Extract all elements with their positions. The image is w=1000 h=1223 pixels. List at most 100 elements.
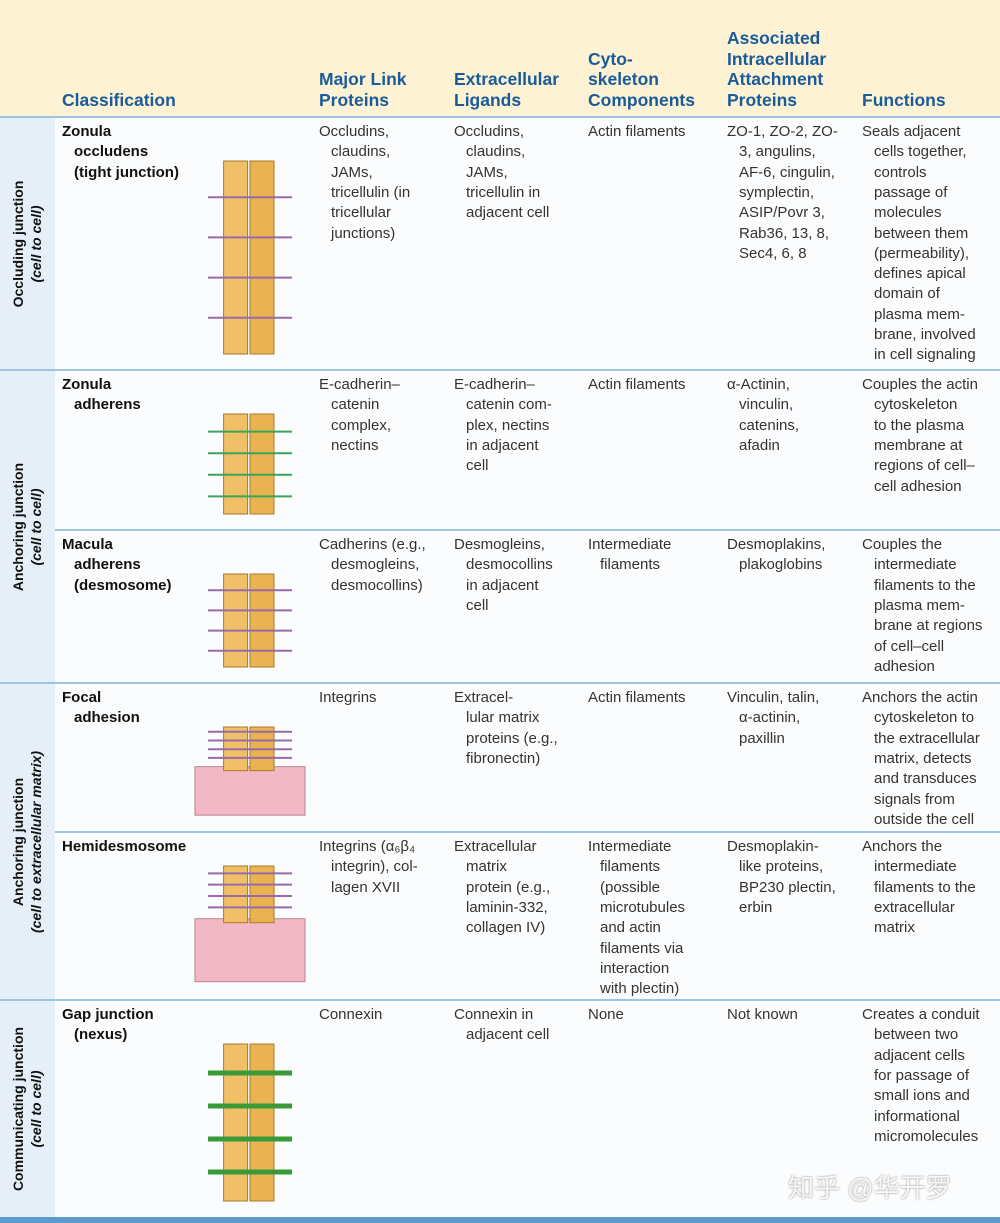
illustration [194, 726, 306, 816]
cell-line: fibronectin) [466, 749, 541, 767]
cell-line: Vinculin, talin, [727, 689, 820, 706]
illustration [208, 1043, 292, 1202]
cell-line: catenin com- [466, 396, 552, 414]
cell-line: junctions) [331, 224, 396, 242]
cell-line: collagen IV) [466, 919, 546, 937]
header-line: Attachment [727, 69, 824, 89]
body-bg [55, 117, 1000, 1217]
cell-line: AF-6, cingulin, [739, 163, 835, 181]
cell-line: informational [874, 1107, 960, 1125]
cell-line: plex, nectins [466, 416, 550, 434]
group-label: Occluding junction (cell to cell) [9, 180, 45, 307]
cell-line: Desmoplakin- [727, 838, 819, 855]
cell-line: Intermediate [588, 838, 672, 855]
cell-line: plakoglobins [739, 556, 823, 574]
cell-line: filaments via [600, 939, 684, 957]
header-line: Classification [62, 89, 176, 110]
cell-line: desmocollins) [331, 576, 423, 594]
cell-line: Rab36, 13, 8, [739, 224, 830, 242]
group-name: Communicating junction [10, 1026, 26, 1191]
cell-line: molecules [874, 204, 942, 222]
cell-line: filaments [600, 556, 661, 574]
cell-line: tricellulin in [466, 183, 541, 201]
cell-line: membrane at [874, 436, 963, 454]
cell-line: like proteins, [739, 858, 824, 876]
illustration [208, 413, 292, 515]
cell-line: cytoskeleton [874, 396, 958, 414]
header-line: Intracellular [727, 48, 827, 69]
cell-line: lagen XVII [331, 878, 401, 896]
cell-line: 3, angulins, [739, 143, 816, 161]
cell-line: BP230 plectin, [739, 878, 836, 896]
header-line: Proteins [727, 89, 798, 110]
cell-line: integrin), col- [331, 858, 418, 876]
illustration [208, 160, 292, 355]
cell-line: Occludins, [454, 123, 525, 140]
cell-line: α-actinin, [739, 709, 801, 727]
cell-line: afadin [739, 436, 780, 454]
cell-line: domain of [874, 285, 940, 303]
classification-line: occludens [74, 143, 149, 161]
cell-line: adjacent cell [466, 204, 550, 222]
cell-line: lular matrix [466, 709, 540, 727]
cell-line: cell adhesion [874, 477, 962, 495]
cell-line: complex, [331, 416, 392, 434]
classification-line: adhesion [74, 709, 140, 727]
row-rule [0, 682, 1000, 684]
cell-line: Integrins [319, 689, 377, 706]
group-label: Anchoring junction (cell to cell) [9, 462, 45, 590]
cell-line: micromolecules [874, 1127, 979, 1145]
cell-line: cell [466, 457, 489, 475]
column-header: Extracellular Ligands [454, 69, 559, 110]
cell-line: interaction [600, 959, 670, 977]
cell-line: Extracel- [454, 689, 514, 706]
cell-line: Occludins, [319, 123, 390, 140]
classification-line: Focal [62, 689, 102, 706]
group-scope: (cell to cell) [28, 487, 44, 566]
cell-line: microtubules [600, 898, 686, 916]
cell-line: Integrins (α₆β₄ [319, 838, 416, 855]
classification-line: Zonula [62, 123, 112, 140]
cell-line: desmogleins, [331, 556, 420, 574]
cell-line: protein (e.g., [466, 878, 551, 896]
cell-line: JAMs, [466, 163, 508, 181]
cell-line: and transduces [874, 770, 977, 788]
cell-line: Desmoplakins, [727, 536, 826, 553]
watermark: 知乎 @华开罗 [788, 1173, 952, 1203]
cell-line: intermediate [874, 556, 957, 574]
cell-line: (permeability), [874, 244, 970, 262]
row-rule [55, 831, 1000, 833]
cell-line: between two [874, 1026, 959, 1044]
cell-line: Not known [727, 1006, 798, 1023]
classification-line: (tight junction) [74, 163, 179, 181]
classification-line: adherens [74, 396, 141, 414]
cell-line: Actin filaments [588, 123, 686, 140]
cell-line: in cell signaling [874, 346, 976, 364]
bottom-rule [0, 1217, 1000, 1223]
cell-line: extracellular [874, 898, 955, 916]
cell-line: ASIP/Povr 3, [739, 204, 825, 222]
header-bg [0, 0, 1000, 117]
group-scope: (cell to extracellular matrix) [28, 750, 44, 933]
cell-line: desmocollins [466, 556, 553, 574]
cell-line: Intermediate [588, 536, 672, 553]
row-rule [0, 369, 1000, 371]
header-line: Functions [862, 89, 946, 110]
group-name: Occluding junction [10, 180, 26, 307]
header-rule [0, 116, 1000, 118]
cell-line: Couples the actin [862, 376, 978, 393]
cell-line: JAMs, [331, 163, 373, 181]
header-line: Associated [727, 28, 821, 48]
column-header: Associated Intracellular Attachment Protein… [727, 28, 826, 110]
cell-line: plasma mem- [874, 305, 965, 323]
header-line: Components [588, 89, 695, 110]
cell-line: plasma mem- [874, 596, 965, 614]
cell-line: Connexin in [454, 1006, 534, 1023]
cell-line: tricellular [331, 204, 392, 222]
cell-line: Sec4, 6, 8 [739, 244, 807, 262]
classification-line: Hemidesmosome [62, 838, 187, 855]
header-line: Cyto- [588, 48, 633, 69]
cell-line: passage of [874, 183, 948, 201]
cell-line: erbin [739, 898, 773, 916]
cell-line: in adjacent [466, 576, 539, 594]
